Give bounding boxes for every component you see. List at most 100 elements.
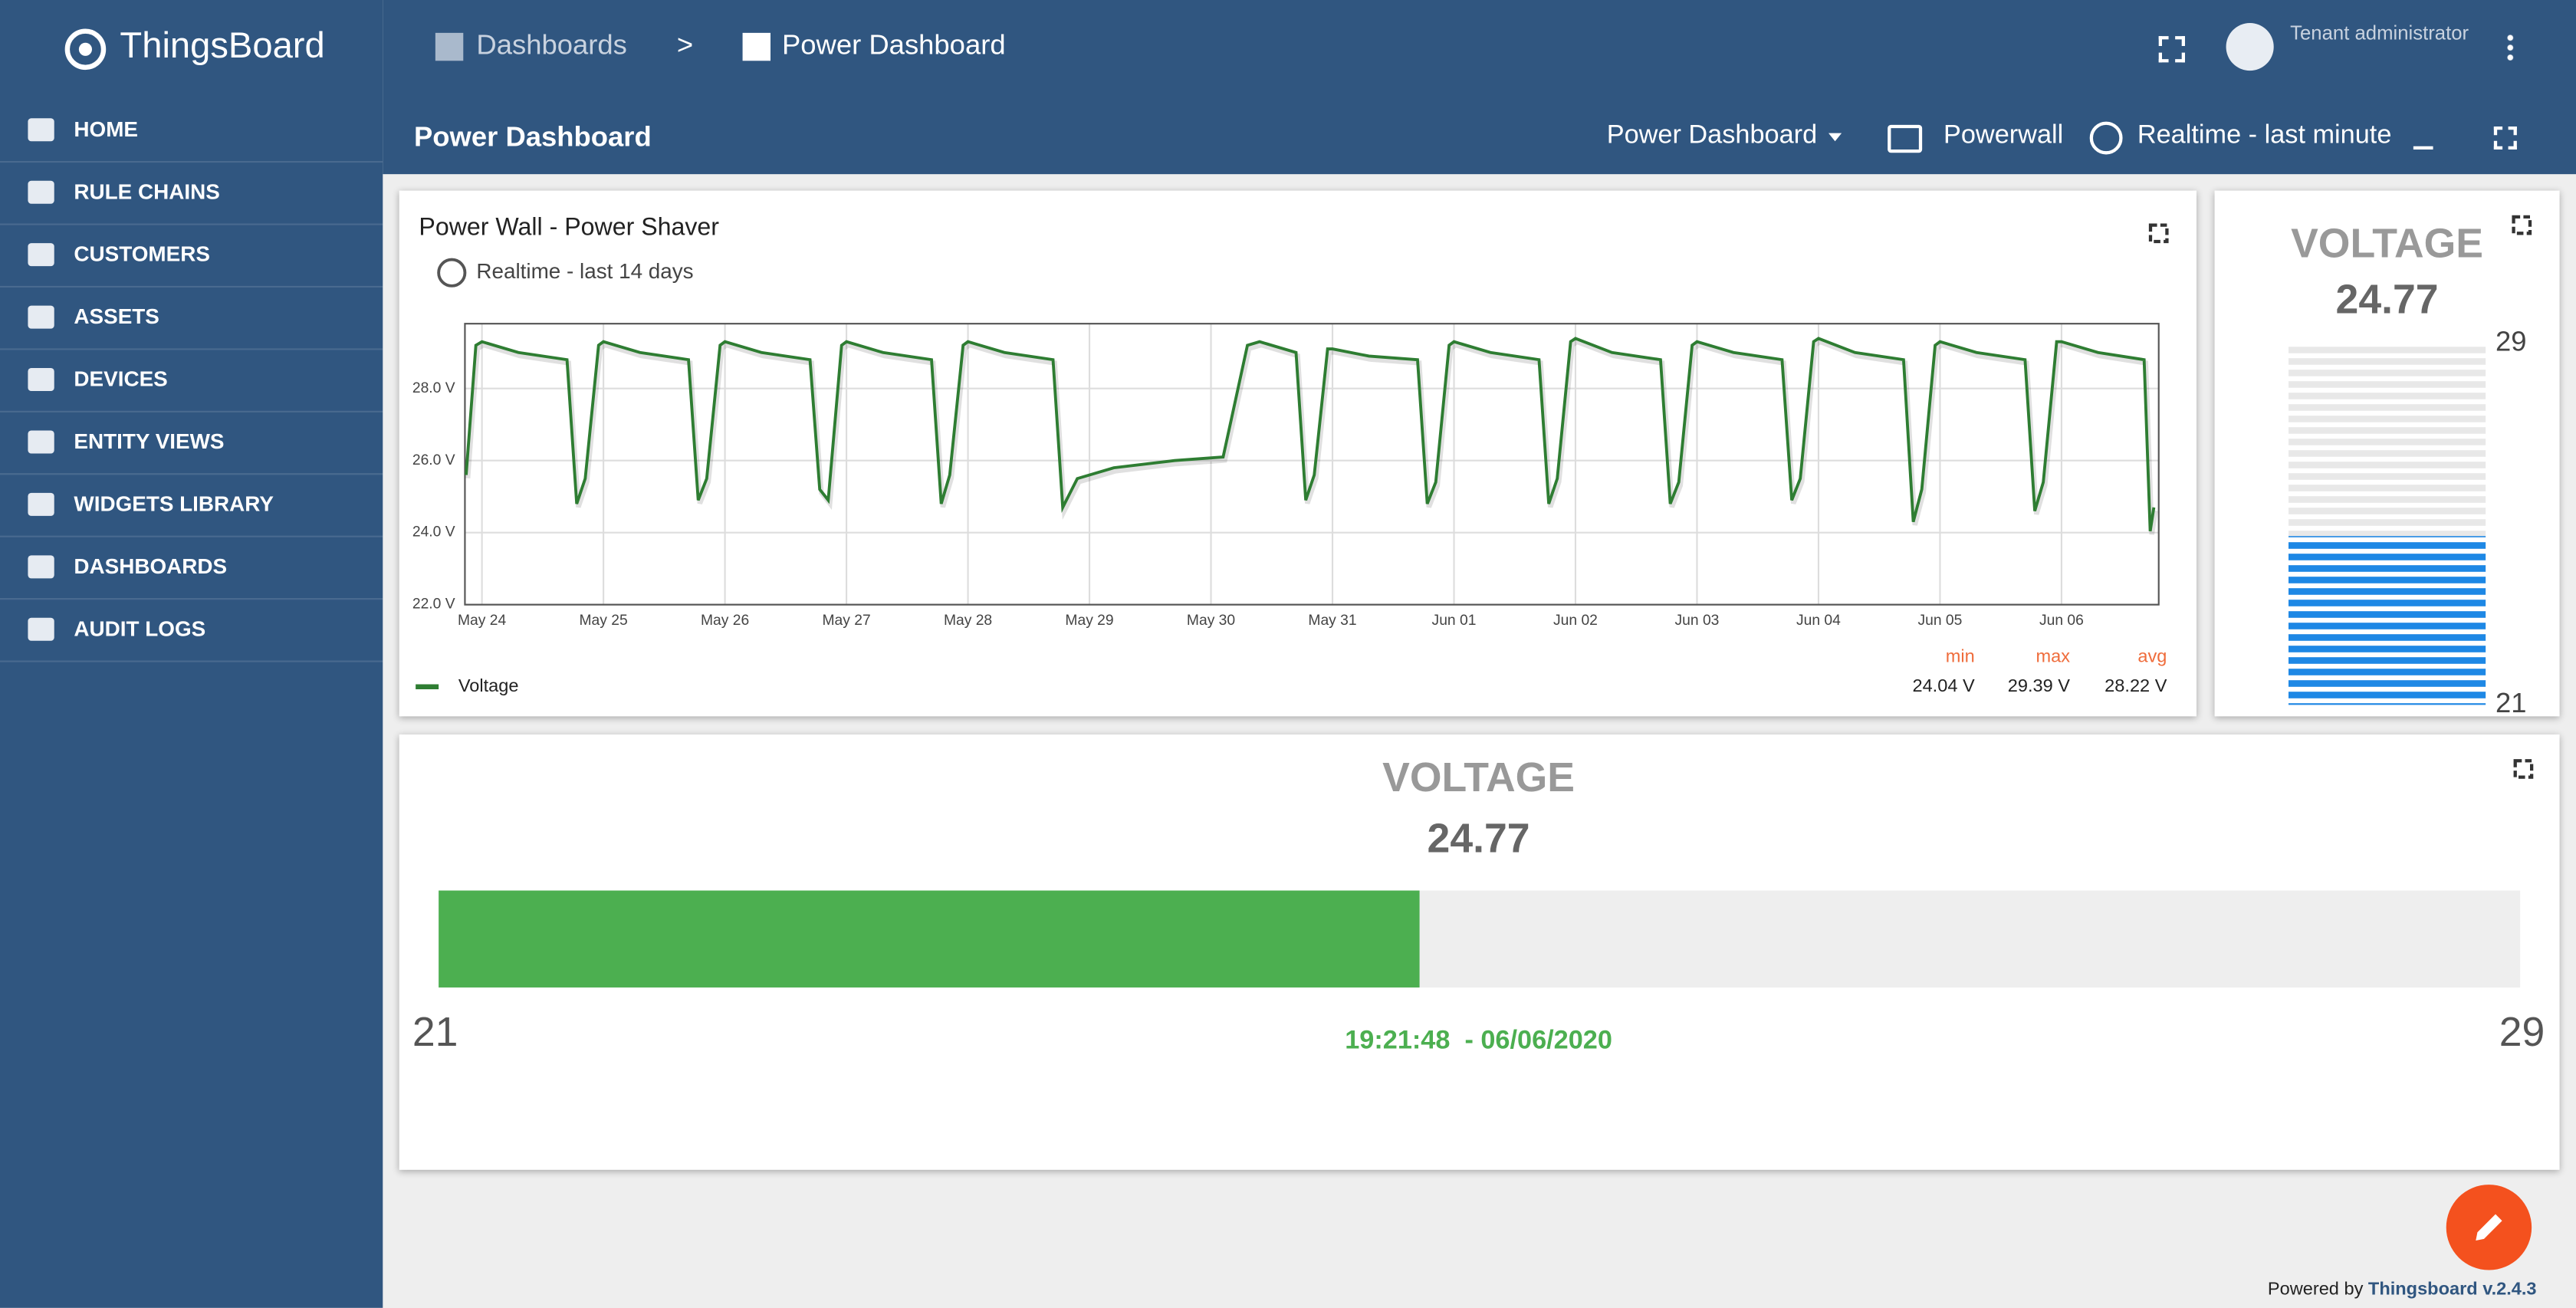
menu-icon [28,243,54,267]
chart-subtitle: Realtime - last 14 days [476,259,693,283]
data-line [465,337,2156,532]
x-tick-label: May 31 [1308,613,1356,629]
entity-alias[interactable]: Powerwall [1944,121,2064,150]
export-button[interactable] [2413,123,2433,150]
vertical-gauge-widget: VOLTAGE 24.77 29 21 [2214,190,2560,718]
breadcrumb[interactable]: Dashboards [476,29,627,61]
stat-value: 28.22 V [2104,675,2167,695]
menu-icon [28,430,54,454]
menu-item[interactable]: AUDIT LOGS [0,598,383,662]
menu-label: CUSTOMERS [74,242,210,267]
menu-label: HOME [74,117,138,142]
fullscreen-button[interactable] [2493,127,2517,150]
y-tick-label: 28.0 V [412,380,455,396]
menu-label: AUDIT LOGS [74,616,206,641]
menu-label: WIDGETS LIBRARY [74,491,274,516]
gauge-value: 24.77 [1428,816,1530,861]
menu-item[interactable]: RULE CHAINS [0,161,383,225]
menu-label: ENTITY VIEWS [74,429,225,454]
menu-label: RULE CHAINS [74,179,220,204]
x-tick-label: Jun 06 [2039,613,2084,629]
x-tick-label: May 26 [701,613,749,629]
menu-label: DEVICES [74,366,168,392]
gauge-min: 21 [412,1010,458,1055]
x-tick-label: Jun 01 [1432,613,1477,629]
x-tick-label: May 24 [458,613,506,629]
horizontal-gauge: VOLTAGE 24.77 21 29 19:21:48 - 06/06/2020 [412,755,2545,1055]
gauge-min: 21 [2496,687,2526,716]
logo-icon [64,28,107,71]
dashboard-title: Power Dashboard [414,121,652,153]
menu-item[interactable]: CUSTOMERS [0,223,383,288]
gauge-timestamp: 19:21:48 - 06/06/2020 [1345,1026,1612,1055]
menu-item[interactable]: ENTITY VIEWS [0,411,383,475]
breadcrumb-icon [435,32,464,61]
vertical-gauge: VOLTAGE 24.77 29 21 [2288,215,2532,718]
menu-icon [28,555,54,579]
menu-icon [28,180,54,204]
gauge-max: 29 [2499,1010,2545,1055]
line-shadow [465,339,2158,535]
dashboard-select[interactable]: Power Dashboard [1606,121,1818,150]
user-avatar[interactable] [2226,23,2274,71]
top-bar: Dashboards > Power Dashboard Tenant admi… [383,0,2576,175]
footer-link[interactable]: Thingsboard v.2.4.3 [2367,1280,2537,1300]
chart: Power Wall - Power Shaver Realtime - las… [412,212,2169,695]
menu-icon [28,118,54,142]
gauge-title: VOLTAGE [1382,755,1575,800]
menu-item[interactable]: ASSETS [0,286,383,350]
breadcrumb-separator: > [676,29,694,61]
timewindow[interactable]: Realtime - last minute [2137,121,2392,150]
menu-item[interactable]: HOME [0,99,383,163]
menu-item[interactable]: WIDGETS LIBRARY [0,473,383,537]
footer-text: Powered by [2267,1280,2364,1300]
x-tick-label: Jun 04 [1796,613,1841,629]
logo-text: ThingsBoard [120,25,325,66]
menu-item[interactable]: DEVICES [0,348,383,412]
stat-label: max [2036,646,2070,666]
x-tick-label: Jun 03 [1675,613,1720,629]
y-tick-label: 22.0 V [412,596,455,613]
fullscreen-button[interactable] [2512,215,2532,235]
stat-value: 24.04 V [1912,675,1975,695]
stat-label: avg [2137,646,2167,666]
chart-widget: Power Wall - Power Shaver Realtime - las… [399,190,2196,717]
menu-icon [28,305,54,329]
horizontal-gauge-widget: VOLTAGE 24.77 21 29 19:21:48 - 06/06/2020 [399,734,2560,1170]
gauge-bar [2288,536,2486,705]
sidebar: ThingsBoard HOME RULE CHAINS CUSTOMERS ASSE… [0,0,383,1308]
fullscreen-button[interactable] [2158,36,2185,63]
menu-icon [28,492,54,516]
menu-label: DASHBOARDS [74,554,228,579]
x-tick-label: May 28 [944,613,992,629]
menu-icon [28,617,54,641]
legend-label: Voltage [458,675,519,695]
menu-button[interactable] [2507,32,2514,61]
clock-icon [2089,121,2123,155]
menu-item[interactable]: DASHBOARDS [0,536,383,600]
footer: Powered by Thingsboard v.2.4.3 [2268,1280,2537,1300]
menu-label: ASSETS [74,304,159,329]
gauge-value: 24.77 [2336,277,2439,322]
y-tick-label: 26.0 V [412,452,455,468]
user-role: Tenant administrator [2290,21,2469,44]
menu-icon [28,368,54,392]
breadcrumb-icon [742,32,770,61]
fullscreen-button[interactable] [2513,759,2534,779]
stat-value: 29.39 V [2008,675,2071,695]
y-tick-label: 24.0 V [412,524,455,541]
gauge-title: VOLTAGE [2291,222,2483,267]
entity-icon [1888,124,1923,153]
clock-icon [437,258,467,288]
fullscreen-button[interactable] [2148,223,2169,244]
breadcrumb: Power Dashboard [781,29,1006,61]
stat-label: min [1946,646,1975,666]
x-tick-label: May 30 [1187,613,1235,629]
x-tick-label: May 25 [580,613,628,629]
edit-fab[interactable] [2445,1183,2537,1275]
plot-frame [464,323,2160,606]
gauge-bar [439,890,1420,988]
gauge-max: 29 [2496,326,2526,357]
